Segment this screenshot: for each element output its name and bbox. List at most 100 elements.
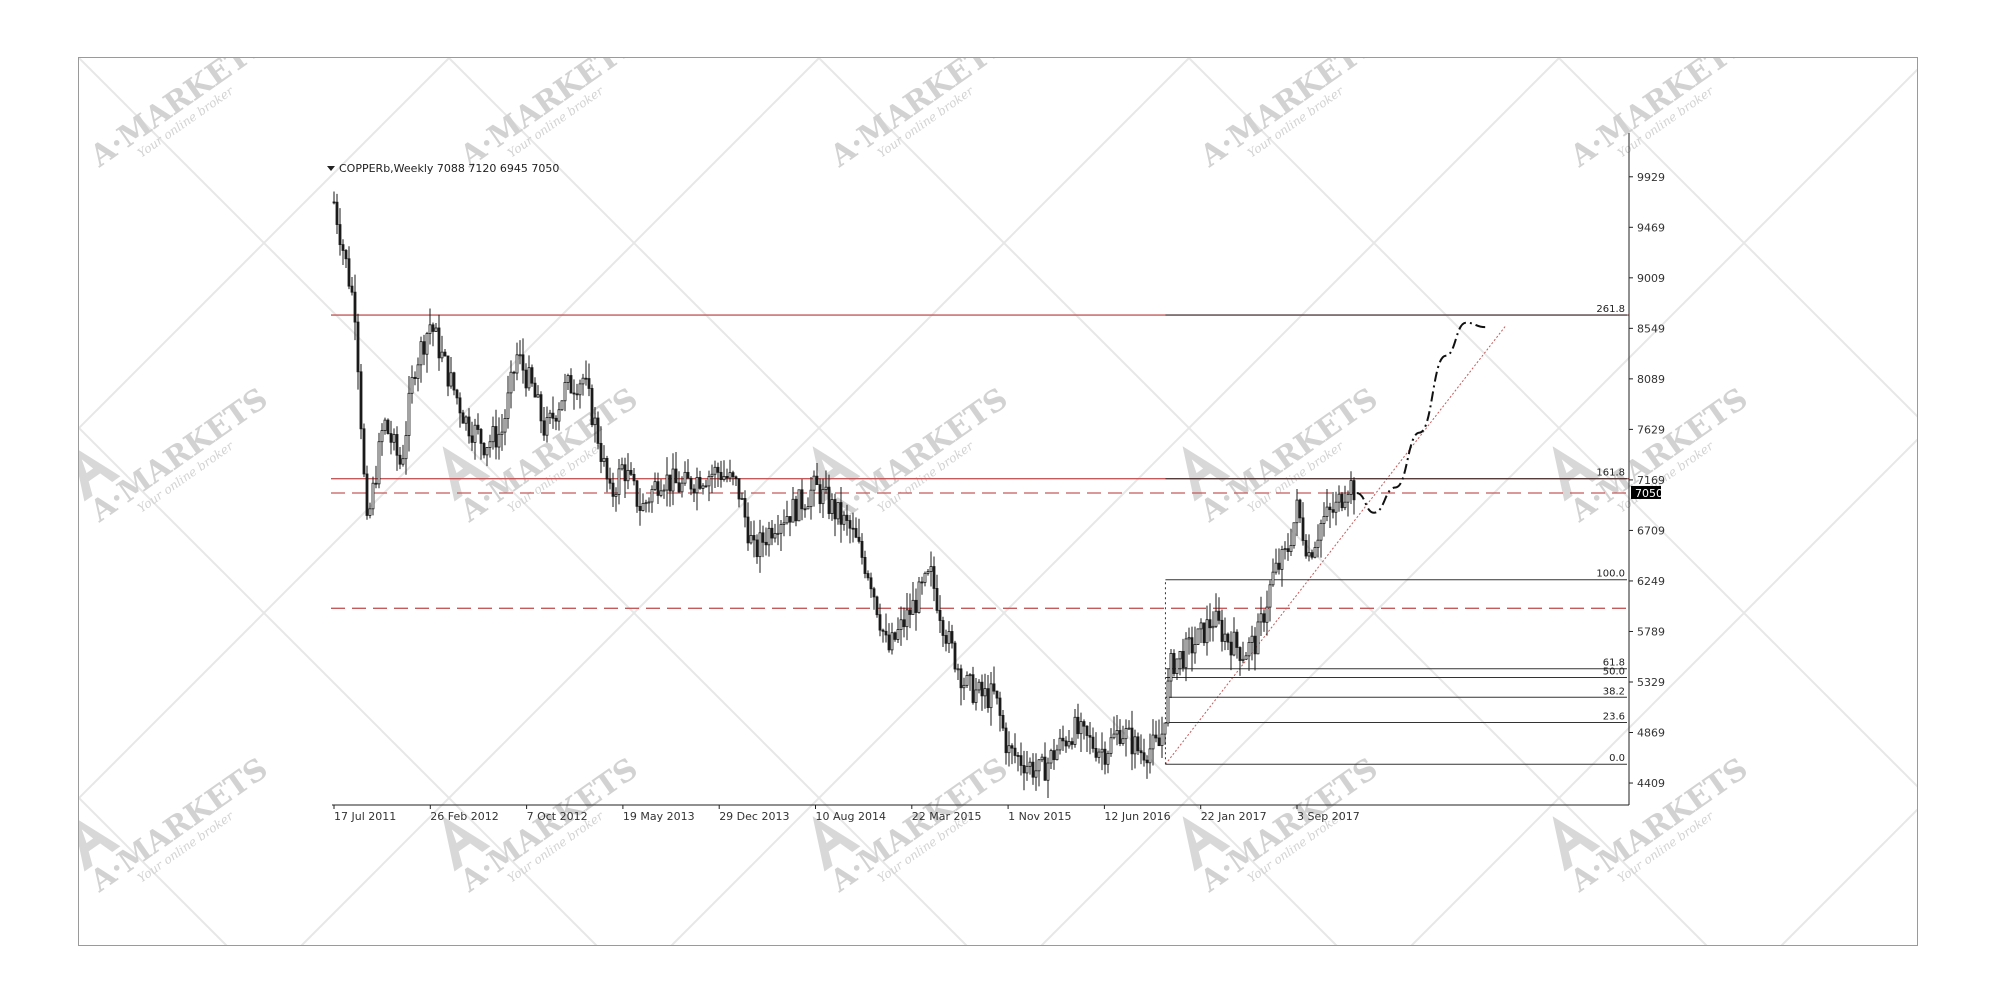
- candle-body: [1337, 493, 1341, 503]
- x-tick-label: 7 Oct 2012: [527, 810, 588, 823]
- candle: [872, 586, 876, 610]
- candle-body: [965, 675, 969, 686]
- candle: [716, 462, 720, 487]
- candle: [449, 357, 453, 389]
- forecast-line: [1356, 321, 1486, 514]
- collapse-triangle-icon[interactable]: [327, 166, 335, 171]
- candle-body: [446, 355, 450, 387]
- candle-body: [353, 291, 357, 323]
- lattice-line: [1188, 58, 1917, 788]
- candle: [881, 628, 885, 643]
- candle: [1232, 617, 1236, 657]
- candle: [1025, 750, 1029, 781]
- candle-body: [1160, 733, 1164, 747]
- candle: [503, 409, 507, 446]
- candle: [794, 495, 798, 527]
- candle: [1142, 738, 1146, 767]
- candle-body: [587, 378, 591, 389]
- y-tick-label: 9469: [1637, 221, 1665, 234]
- candle-body: [785, 516, 789, 524]
- candle: [1184, 632, 1188, 682]
- candle-body: [986, 688, 990, 709]
- candle-body: [884, 630, 888, 636]
- watermark-brand: A·MARKETS: [1563, 381, 1754, 530]
- candle: [581, 373, 585, 396]
- candle: [995, 690, 999, 705]
- candle-body: [1280, 549, 1284, 570]
- candle-body: [947, 631, 951, 644]
- candle: [761, 525, 765, 558]
- candle: [1154, 720, 1158, 743]
- candle: [1160, 716, 1164, 758]
- candle-body: [683, 471, 687, 484]
- candle: [359, 363, 363, 440]
- candle: [668, 474, 672, 507]
- candle-body: [881, 629, 885, 632]
- candle-body: [539, 394, 543, 422]
- lattice-line: [300, 58, 1190, 945]
- candle: [740, 492, 744, 500]
- candle: [443, 348, 447, 357]
- candle: [1274, 548, 1278, 575]
- candle-body: [782, 522, 786, 525]
- candle-body: [1301, 517, 1305, 541]
- candle-body: [449, 372, 453, 387]
- candle-body: [911, 599, 915, 615]
- candle-body: [407, 392, 411, 436]
- watermark-brand: A·MARKETS: [83, 381, 274, 530]
- candle: [1346, 490, 1350, 517]
- candle: [572, 379, 576, 410]
- fib-label: 0.0: [1609, 753, 1625, 764]
- candle-body: [494, 426, 498, 448]
- candle: [764, 527, 768, 556]
- x-tick-label: 12 Jun 2016: [1104, 810, 1170, 823]
- candle: [533, 377, 537, 398]
- candle: [509, 360, 513, 409]
- candle: [998, 691, 1002, 732]
- candle-body: [1214, 610, 1218, 627]
- candle-body: [674, 468, 678, 484]
- candle-body: [704, 485, 708, 488]
- candle: [878, 603, 882, 637]
- candle-body: [536, 394, 540, 398]
- candle-body: [1238, 647, 1242, 661]
- y-tick-label: 5789: [1637, 625, 1665, 638]
- candle: [869, 572, 873, 598]
- candle: [908, 593, 912, 629]
- candle: [710, 464, 714, 494]
- candle: [635, 479, 639, 513]
- candle: [473, 418, 477, 460]
- candle-body: [827, 486, 831, 514]
- candle: [968, 673, 972, 691]
- candle-body: [1346, 493, 1350, 503]
- candle-body: [1055, 749, 1059, 761]
- watermark-brand: A·MARKETS: [1563, 751, 1754, 900]
- candle-body: [941, 620, 945, 636]
- candle-body: [1184, 638, 1188, 669]
- candle: [638, 488, 642, 526]
- candle-body: [1013, 747, 1017, 756]
- candle: [1103, 741, 1107, 775]
- candle: [791, 487, 795, 523]
- candle: [1265, 590, 1269, 636]
- candle-body: [524, 369, 528, 389]
- candle: [521, 338, 525, 384]
- candle: [1169, 649, 1173, 698]
- candle-body: [437, 327, 441, 359]
- fibonacci-levels: 261.8 161.8 100.0 61.850.0 38.2 23.6 0.0: [1164, 304, 1627, 765]
- candle-body: [752, 535, 756, 541]
- candle: [1100, 732, 1104, 771]
- candle-body: [569, 375, 573, 394]
- candle-body: [1079, 721, 1083, 735]
- candle: [497, 417, 501, 460]
- candle-body: [1226, 633, 1230, 643]
- candle: [524, 363, 528, 397]
- candle: [458, 392, 462, 428]
- candle-body: [1019, 755, 1023, 766]
- candle-body: [1169, 653, 1173, 682]
- candle: [401, 444, 405, 467]
- candle-body: [551, 412, 555, 419]
- candle-body: [404, 435, 408, 460]
- candle-body: [470, 435, 474, 443]
